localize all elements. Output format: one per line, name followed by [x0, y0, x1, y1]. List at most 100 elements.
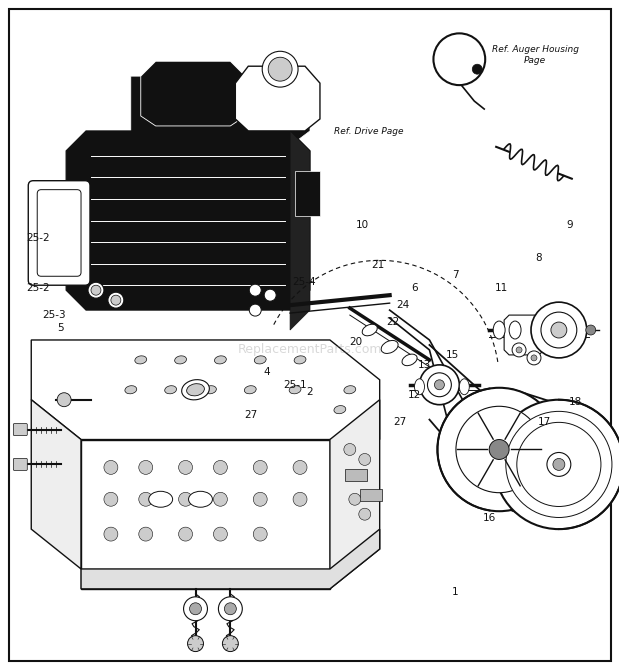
Circle shape: [547, 452, 571, 476]
Circle shape: [139, 527, 153, 541]
FancyBboxPatch shape: [29, 181, 90, 285]
Circle shape: [268, 57, 292, 81]
Circle shape: [359, 509, 371, 520]
Circle shape: [190, 603, 202, 615]
Polygon shape: [81, 440, 330, 589]
Text: 1: 1: [452, 587, 458, 597]
Circle shape: [104, 460, 118, 474]
Circle shape: [531, 302, 587, 358]
Text: Ref. Drive Page: Ref. Drive Page: [334, 127, 404, 136]
Text: 8: 8: [535, 253, 542, 263]
Circle shape: [179, 460, 193, 474]
Circle shape: [438, 388, 561, 511]
Circle shape: [541, 312, 577, 348]
Ellipse shape: [344, 386, 356, 394]
Text: 12: 12: [409, 390, 422, 400]
Circle shape: [435, 380, 445, 390]
Text: 17: 17: [538, 417, 551, 427]
Polygon shape: [31, 400, 81, 569]
Text: 2: 2: [307, 387, 313, 397]
Ellipse shape: [381, 340, 398, 354]
Circle shape: [253, 527, 267, 541]
Text: 9: 9: [566, 220, 572, 230]
Circle shape: [218, 597, 242, 620]
Text: 7: 7: [452, 270, 458, 280]
Ellipse shape: [188, 491, 213, 507]
Circle shape: [506, 411, 612, 517]
Circle shape: [527, 351, 541, 365]
Ellipse shape: [215, 356, 226, 364]
Ellipse shape: [362, 324, 378, 336]
Polygon shape: [131, 76, 310, 146]
Circle shape: [213, 527, 228, 541]
Circle shape: [104, 527, 118, 541]
Circle shape: [359, 454, 371, 466]
FancyBboxPatch shape: [14, 458, 27, 470]
Ellipse shape: [509, 321, 521, 339]
Text: 25-4: 25-4: [292, 277, 316, 287]
Circle shape: [349, 493, 361, 505]
Circle shape: [224, 603, 236, 615]
Ellipse shape: [402, 354, 417, 366]
Circle shape: [213, 492, 228, 507]
Ellipse shape: [254, 356, 266, 364]
Ellipse shape: [165, 386, 177, 394]
Ellipse shape: [205, 386, 216, 394]
Circle shape: [420, 365, 459, 405]
Bar: [345, 470, 367, 481]
Circle shape: [111, 295, 121, 305]
Text: 3: 3: [165, 62, 171, 72]
Polygon shape: [504, 315, 544, 355]
Text: 13: 13: [417, 360, 431, 370]
Ellipse shape: [415, 379, 425, 395]
Ellipse shape: [125, 386, 137, 394]
Circle shape: [253, 492, 267, 507]
Text: 11: 11: [495, 283, 508, 293]
Text: 18: 18: [569, 397, 582, 407]
Ellipse shape: [493, 321, 505, 339]
Ellipse shape: [149, 491, 172, 507]
Polygon shape: [141, 61, 246, 126]
Text: Ref. Auger Housing
Page: Ref. Auger Housing Page: [492, 45, 579, 64]
Circle shape: [293, 492, 307, 507]
Circle shape: [264, 289, 276, 301]
Text: 22: 22: [387, 317, 400, 327]
Circle shape: [456, 406, 542, 492]
Ellipse shape: [182, 380, 210, 400]
Ellipse shape: [289, 386, 301, 394]
Circle shape: [249, 284, 261, 296]
Text: 25-2: 25-2: [27, 233, 50, 243]
Circle shape: [249, 304, 261, 316]
Text: ReplacementParts.com: ReplacementParts.com: [237, 344, 383, 356]
Circle shape: [427, 373, 451, 397]
Circle shape: [472, 64, 482, 74]
Polygon shape: [66, 131, 310, 310]
Text: 6: 6: [412, 283, 418, 293]
Circle shape: [184, 597, 208, 620]
Circle shape: [531, 355, 537, 361]
Circle shape: [512, 343, 526, 357]
Text: 20: 20: [350, 336, 363, 346]
Polygon shape: [290, 131, 310, 330]
Ellipse shape: [175, 356, 187, 364]
Text: 25-3: 25-3: [42, 310, 66, 320]
Text: 21: 21: [371, 260, 384, 270]
FancyBboxPatch shape: [14, 423, 27, 436]
Text: 25-2: 25-2: [27, 283, 50, 293]
Polygon shape: [236, 66, 320, 131]
Ellipse shape: [294, 356, 306, 364]
Ellipse shape: [334, 405, 346, 413]
Text: 24: 24: [396, 300, 409, 310]
Circle shape: [223, 636, 238, 652]
Circle shape: [293, 460, 307, 474]
Circle shape: [188, 636, 203, 652]
Circle shape: [57, 393, 71, 407]
Circle shape: [494, 400, 620, 529]
Circle shape: [179, 527, 193, 541]
Circle shape: [108, 292, 124, 308]
Polygon shape: [295, 171, 320, 216]
Circle shape: [553, 458, 565, 470]
Circle shape: [344, 444, 356, 456]
Circle shape: [489, 440, 509, 460]
Circle shape: [586, 325, 596, 335]
